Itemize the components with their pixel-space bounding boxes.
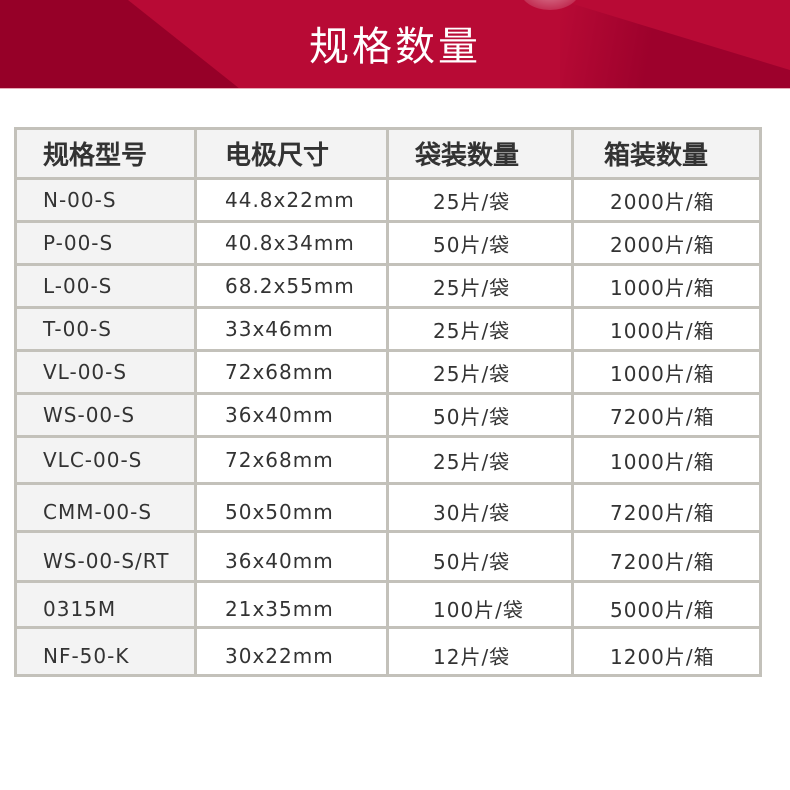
page-title: 规格数量 bbox=[309, 24, 481, 70]
cell-box-qty: 1000片/箱 bbox=[571, 349, 762, 395]
cell-size: 40.8x34mm bbox=[194, 220, 389, 266]
spec-table: 规格型号 电极尺寸 袋装数量 箱装数量 N-00-S 44.8x22mm 25片/袋… bbox=[14, 127, 762, 677]
banner-glow bbox=[520, 0, 580, 10]
cell-box-qty: 1000片/箱 bbox=[571, 263, 762, 309]
cell-model: L-00-S bbox=[14, 263, 197, 309]
cell-bag-qty: 100片/袋 bbox=[386, 580, 574, 629]
cell-model: CMM-00-S bbox=[14, 482, 197, 533]
cell-model: WS-00-S/RT bbox=[14, 530, 197, 583]
table-row: L-00-S 68.2x55mm 25片/袋 1000片/箱 bbox=[14, 263, 762, 309]
cell-box-qty: 1000片/箱 bbox=[571, 435, 762, 485]
cell-size: 36x40mm bbox=[194, 530, 389, 583]
title-banner: 规格数量 bbox=[0, 0, 790, 89]
banner-divider bbox=[0, 88, 790, 89]
table-row: CMM-00-S 50x50mm 30片/袋 7200片/箱 bbox=[14, 482, 762, 533]
cell-model: 0315M bbox=[14, 580, 197, 629]
cell-box-qty: 7200片/箱 bbox=[571, 530, 762, 583]
cell-model: NF-50-K bbox=[14, 626, 197, 677]
cell-model: WS-00-S bbox=[14, 392, 197, 438]
table-row: T-00-S 33x46mm 25片/袋 1000片/箱 bbox=[14, 306, 762, 352]
table-row: VL-00-S 72x68mm 25片/袋 1000片/箱 bbox=[14, 349, 762, 395]
cell-model: P-00-S bbox=[14, 220, 197, 266]
cell-size: 72x68mm bbox=[194, 349, 389, 395]
table-row: VLC-00-S 72x68mm 25片/袋 1000片/箱 bbox=[14, 435, 762, 485]
cell-box-qty: 1200片/箱 bbox=[571, 626, 762, 677]
cell-size: 44.8x22mm bbox=[194, 177, 389, 223]
cell-bag-qty: 30片/袋 bbox=[386, 482, 574, 533]
cell-box-qty: 7200片/箱 bbox=[571, 392, 762, 438]
cell-box-qty: 1000片/箱 bbox=[571, 306, 762, 352]
cell-model: N-00-S bbox=[14, 177, 197, 223]
cell-size: 50x50mm bbox=[194, 482, 389, 533]
cell-size: 21x35mm bbox=[194, 580, 389, 629]
cell-box-qty: 2000片/箱 bbox=[571, 177, 762, 223]
cell-bag-qty: 25片/袋 bbox=[386, 435, 574, 485]
cell-size: 68.2x55mm bbox=[194, 263, 389, 309]
header-size: 电极尺寸 bbox=[194, 127, 389, 180]
cell-box-qty: 5000片/箱 bbox=[571, 580, 762, 629]
cell-size: 33x46mm bbox=[194, 306, 389, 352]
cell-model: T-00-S bbox=[14, 306, 197, 352]
table-row: N-00-S 44.8x22mm 25片/袋 2000片/箱 bbox=[14, 177, 762, 223]
header-bag-qty: 袋装数量 bbox=[386, 127, 574, 180]
cell-model: VL-00-S bbox=[14, 349, 197, 395]
cell-bag-qty: 25片/袋 bbox=[386, 306, 574, 352]
cell-size: 30x22mm bbox=[194, 626, 389, 677]
cell-bag-qty: 50片/袋 bbox=[386, 392, 574, 438]
table-row: WS-00-S 36x40mm 50片/袋 7200片/箱 bbox=[14, 392, 762, 438]
cell-bag-qty: 25片/袋 bbox=[386, 263, 574, 309]
table-row: 0315M 21x35mm 100片/袋 5000片/箱 bbox=[14, 580, 762, 629]
cell-bag-qty: 50片/袋 bbox=[386, 220, 574, 266]
cell-bag-qty: 12片/袋 bbox=[386, 626, 574, 677]
cell-size: 72x68mm bbox=[194, 435, 389, 485]
table-row: WS-00-S/RT 36x40mm 50片/袋 7200片/箱 bbox=[14, 530, 762, 583]
cell-bag-qty: 25片/袋 bbox=[386, 177, 574, 223]
table-row: NF-50-K 30x22mm 12片/袋 1200片/箱 bbox=[14, 626, 762, 677]
cell-size: 36x40mm bbox=[194, 392, 389, 438]
header-box-qty: 箱装数量 bbox=[571, 127, 762, 180]
table-row: P-00-S 40.8x34mm 50片/袋 2000片/箱 bbox=[14, 220, 762, 266]
header-model: 规格型号 bbox=[14, 127, 197, 180]
table-header-row: 规格型号 电极尺寸 袋装数量 箱装数量 bbox=[14, 127, 762, 180]
cell-box-qty: 2000片/箱 bbox=[571, 220, 762, 266]
cell-model: VLC-00-S bbox=[14, 435, 197, 485]
cell-box-qty: 7200片/箱 bbox=[571, 482, 762, 533]
cell-bag-qty: 50片/袋 bbox=[386, 530, 574, 583]
cell-bag-qty: 25片/袋 bbox=[386, 349, 574, 395]
